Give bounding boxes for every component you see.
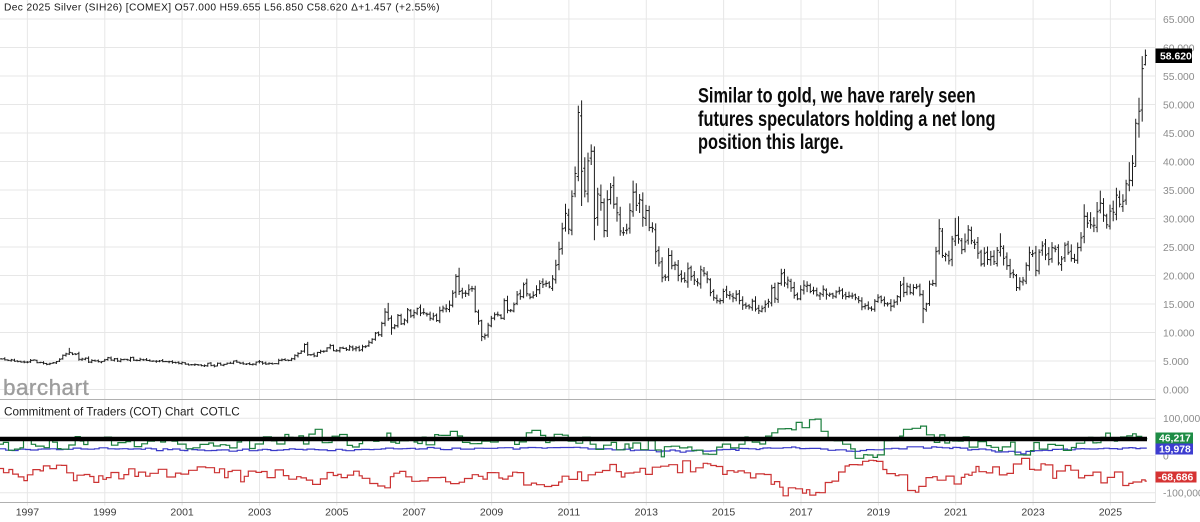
svg-text:45.000: 45.000	[1163, 129, 1195, 140]
svg-text:25.000: 25.000	[1163, 243, 1195, 254]
svg-text:1999: 1999	[93, 507, 117, 519]
svg-text:2015: 2015	[712, 507, 736, 519]
svg-text:-68,686: -68,686	[1158, 473, 1193, 484]
svg-text:2019: 2019	[867, 507, 891, 519]
svg-text:futures speculators holding a: futures speculators holding a net long	[698, 107, 996, 130]
svg-text:30.000: 30.000	[1163, 214, 1195, 225]
svg-text:2021: 2021	[944, 507, 968, 519]
svg-text:5.000: 5.000	[1163, 357, 1189, 368]
svg-text:2023: 2023	[1021, 507, 1045, 519]
svg-text:2025: 2025	[1099, 507, 1123, 519]
svg-text:20.000: 20.000	[1163, 271, 1195, 282]
svg-text:position this large.: position this large.	[698, 130, 844, 153]
svg-text:Dec 2025 Silver (SIH26) [COMEX: Dec 2025 Silver (SIH26) [COMEX] O57.000 …	[4, 3, 440, 14]
svg-text:40.000: 40.000	[1163, 157, 1195, 168]
svg-text:2001: 2001	[170, 507, 194, 519]
svg-text:0.000: 0.000	[1163, 385, 1189, 396]
svg-text:2003: 2003	[248, 507, 272, 519]
svg-text:0: 0	[1163, 451, 1169, 462]
svg-text:Commitment of Traders (COT) Ch: Commitment of Traders (COT) Chart COTLC	[4, 406, 240, 419]
svg-text:35.000: 35.000	[1163, 186, 1195, 197]
svg-text:2011: 2011	[558, 507, 581, 519]
svg-text:50.000: 50.000	[1163, 100, 1195, 111]
svg-text:2007: 2007	[403, 507, 427, 519]
svg-text:58.620: 58.620	[1160, 52, 1192, 63]
svg-text:55.000: 55.000	[1163, 72, 1195, 83]
svg-text:65.000: 65.000	[1163, 15, 1195, 26]
svg-text:2017: 2017	[789, 507, 813, 519]
svg-text:Similar to gold, we have rarel: Similar to gold, we have rarely seen	[698, 84, 976, 107]
svg-text:15.000: 15.000	[1163, 300, 1195, 311]
svg-text:19,978: 19,978	[1159, 445, 1191, 456]
svg-text:46,217: 46,217	[1159, 434, 1191, 445]
svg-text:2013: 2013	[635, 507, 659, 519]
svg-text:100,000: 100,000	[1163, 414, 1200, 425]
svg-text:barchart: barchart	[3, 375, 89, 400]
svg-text:2005: 2005	[325, 507, 349, 519]
svg-text:1997: 1997	[16, 507, 40, 519]
svg-text:2009: 2009	[480, 507, 504, 519]
svg-text:10.000: 10.000	[1163, 328, 1195, 339]
svg-text:-100,000: -100,000	[1163, 489, 1200, 500]
